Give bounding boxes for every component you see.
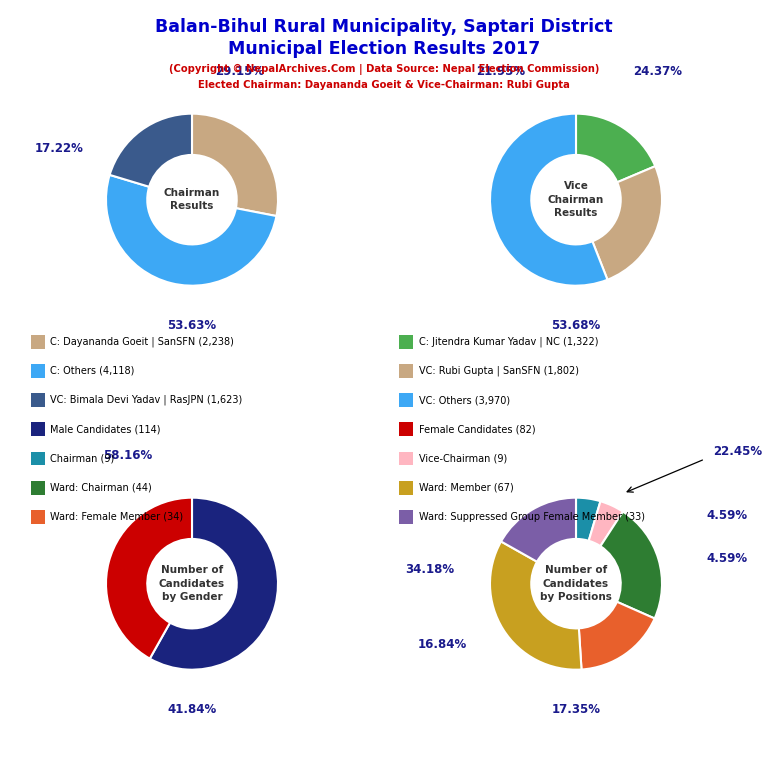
Wedge shape xyxy=(110,114,192,187)
Wedge shape xyxy=(490,541,581,670)
Text: 4.59%: 4.59% xyxy=(706,552,747,565)
Text: Balan-Bihul Rural Municipality, Saptari District: Balan-Bihul Rural Municipality, Saptari … xyxy=(155,18,613,35)
Text: Number of
Candidates
by Positions: Number of Candidates by Positions xyxy=(540,565,612,602)
Text: Municipal Election Results 2017: Municipal Election Results 2017 xyxy=(228,40,540,58)
Text: 58.16%: 58.16% xyxy=(103,449,152,462)
Text: Chairman (9): Chairman (9) xyxy=(50,453,114,464)
Wedge shape xyxy=(579,602,654,670)
Text: 34.18%: 34.18% xyxy=(406,563,455,576)
Text: Vice
Chairman
Results: Vice Chairman Results xyxy=(548,181,604,218)
Text: 4.59%: 4.59% xyxy=(706,509,747,522)
Text: Chairman
Results: Chairman Results xyxy=(164,188,220,211)
Wedge shape xyxy=(601,511,662,618)
Text: VC: Others (3,970): VC: Others (3,970) xyxy=(419,395,510,406)
Text: Ward: Suppressed Group Female Member (33): Ward: Suppressed Group Female Member (33… xyxy=(419,511,644,522)
Text: 22.45%: 22.45% xyxy=(713,445,762,458)
Wedge shape xyxy=(576,498,601,541)
Text: 17.22%: 17.22% xyxy=(35,142,83,155)
Text: 16.84%: 16.84% xyxy=(418,638,467,651)
Text: Female Candidates (82): Female Candidates (82) xyxy=(419,424,535,435)
Text: C: Dayananda Goeit | SanSFN (2,238): C: Dayananda Goeit | SanSFN (2,238) xyxy=(50,336,233,347)
Wedge shape xyxy=(501,498,576,561)
Wedge shape xyxy=(192,114,278,216)
Text: 53.63%: 53.63% xyxy=(167,319,217,332)
Text: 53.68%: 53.68% xyxy=(551,319,601,332)
Text: Male Candidates (114): Male Candidates (114) xyxy=(50,424,161,435)
Wedge shape xyxy=(106,498,192,659)
Text: Ward: Member (67): Ward: Member (67) xyxy=(419,482,513,493)
Wedge shape xyxy=(106,175,276,286)
Wedge shape xyxy=(576,114,655,182)
Wedge shape xyxy=(592,166,662,280)
Wedge shape xyxy=(589,502,623,546)
Text: C: Others (4,118): C: Others (4,118) xyxy=(50,366,134,376)
Text: Elected Chairman: Dayananda Goeit & Vice-Chairman: Rubi Gupta: Elected Chairman: Dayananda Goeit & Vice… xyxy=(198,80,570,90)
Text: 21.95%: 21.95% xyxy=(476,65,525,78)
Text: Ward: Chairman (44): Ward: Chairman (44) xyxy=(50,482,151,493)
Text: VC: Bimala Devi Yadav | RasJPN (1,623): VC: Bimala Devi Yadav | RasJPN (1,623) xyxy=(50,395,242,406)
Text: 41.84%: 41.84% xyxy=(167,703,217,716)
Text: 24.37%: 24.37% xyxy=(633,65,682,78)
Wedge shape xyxy=(490,114,607,286)
Text: Ward: Female Member (34): Ward: Female Member (34) xyxy=(50,511,183,522)
Text: Number of
Candidates
by Gender: Number of Candidates by Gender xyxy=(159,565,225,602)
Text: 17.35%: 17.35% xyxy=(551,703,601,716)
Text: 29.15%: 29.15% xyxy=(215,65,264,78)
Text: C: Jitendra Kumar Yadav | NC (1,322): C: Jitendra Kumar Yadav | NC (1,322) xyxy=(419,336,598,347)
Text: Vice-Chairman (9): Vice-Chairman (9) xyxy=(419,453,507,464)
Text: VC: Rubi Gupta | SanSFN (1,802): VC: Rubi Gupta | SanSFN (1,802) xyxy=(419,366,578,376)
Text: (Copyright © NepalArchives.Com | Data Source: Nepal Election Commission): (Copyright © NepalArchives.Com | Data So… xyxy=(169,64,599,74)
Wedge shape xyxy=(150,498,278,670)
